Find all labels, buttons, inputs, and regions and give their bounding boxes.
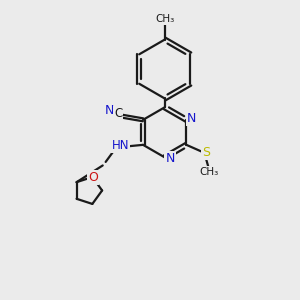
- Text: O: O: [88, 170, 98, 184]
- Text: N: N: [165, 152, 175, 165]
- Text: HN: HN: [112, 139, 129, 152]
- Text: CH₃: CH₃: [199, 167, 218, 177]
- Text: N: N: [187, 112, 196, 125]
- Text: C: C: [114, 107, 122, 120]
- Text: S: S: [202, 146, 210, 159]
- Text: N: N: [105, 103, 115, 117]
- Text: CH₃: CH₃: [155, 14, 174, 24]
